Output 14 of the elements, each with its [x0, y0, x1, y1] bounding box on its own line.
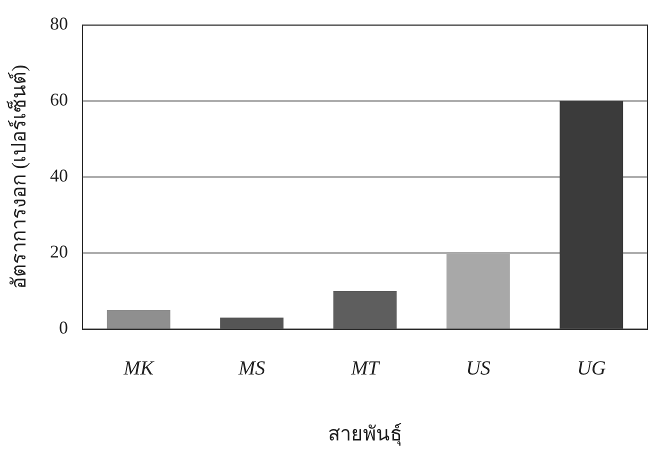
- x-tick-label: MT: [350, 357, 381, 380]
- y-tick-label: 80: [50, 14, 68, 34]
- y-axis-title: อัตราการงอก (เปอร์เซ็นต์): [5, 64, 30, 290]
- x-tick-label: MK: [122, 357, 156, 380]
- bar: [106, 310, 170, 328]
- y-tick-label: 40: [50, 166, 68, 186]
- x-tick-label: US: [466, 357, 490, 380]
- x-tick-label: MS: [237, 357, 266, 380]
- y-tick-label: 0: [59, 318, 68, 338]
- y-tick-label: 20: [50, 242, 68, 262]
- x-axis-title: สายพันธุ์: [328, 422, 402, 446]
- bar: [446, 252, 510, 328]
- y-tick-label: 60: [50, 90, 68, 110]
- x-tick-label: UG: [576, 357, 606, 380]
